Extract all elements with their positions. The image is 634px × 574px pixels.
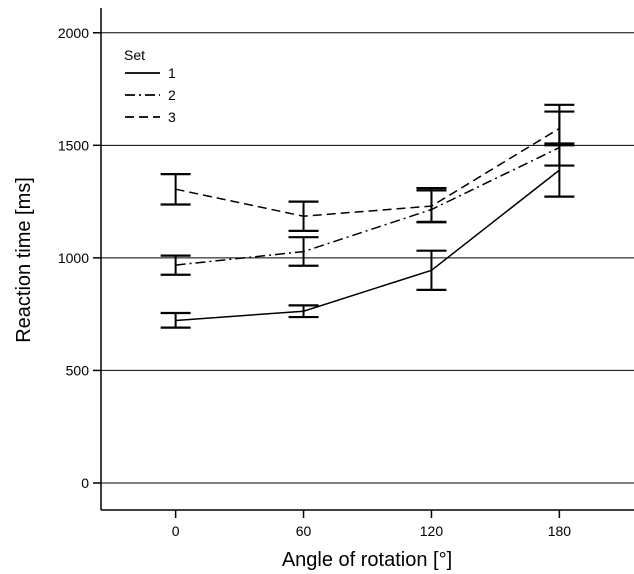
y-tick-label: 500 (66, 362, 90, 378)
error-bar (416, 186, 447, 223)
series-line-3 (175, 127, 560, 217)
y-axis-ticks: 0 500 1000 1500 2000 (58, 25, 101, 491)
legend-entries: 1 2 3 (125, 65, 176, 125)
y-axis-title: Reaction time [ms] (13, 177, 35, 343)
grid-lines (101, 32, 634, 484)
error-bar (416, 249, 447, 291)
legend: Set 1 2 3 (124, 47, 176, 125)
x-tick-label: 180 (548, 523, 572, 539)
y-tick-label: 2000 (58, 25, 89, 41)
x-axis-title: Angle of rotation [°] (282, 549, 452, 571)
error-bar (288, 200, 319, 232)
y-tick-label: 0 (81, 475, 89, 491)
legend-title: Set (124, 47, 145, 63)
x-tick-label: 120 (420, 523, 444, 539)
legend-label-3: 3 (168, 109, 176, 125)
error-bar (160, 254, 191, 276)
series-line-1 (175, 169, 560, 322)
x-tick-label: 60 (296, 523, 312, 539)
legend-label-1: 1 (168, 65, 176, 81)
x-tick-label: 0 (172, 523, 180, 539)
x-axis-ticks: 0 60 120 180 (172, 510, 572, 539)
error-bar (288, 236, 319, 267)
legend-label-2: 2 (168, 87, 176, 103)
y-tick-label: 1000 (58, 250, 89, 266)
error-bar (160, 311, 191, 329)
series-line-2 (175, 146, 560, 266)
error-bar (544, 103, 575, 147)
error-bars (160, 103, 575, 329)
error-bar (288, 304, 319, 319)
series-lines (175, 127, 560, 322)
error-bar (160, 173, 191, 206)
y-tick-label: 1500 (58, 137, 89, 153)
